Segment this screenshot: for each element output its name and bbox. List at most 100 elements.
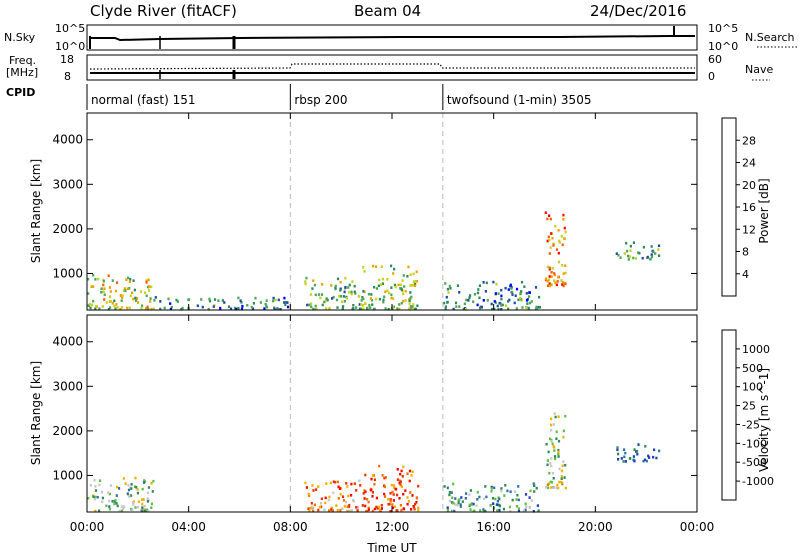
range-cell: [233, 306, 237, 310]
range-cell: [389, 492, 392, 495]
range-cell: [555, 437, 558, 440]
range-cell: [285, 301, 288, 304]
range-cell: [392, 297, 395, 300]
range-cell: [332, 295, 335, 299]
range-cell: [390, 264, 393, 268]
range-cell: [94, 485, 97, 488]
range-cell: [524, 493, 528, 496]
range-cell: [363, 497, 366, 500]
range-cell: [564, 414, 567, 418]
range-cell: [632, 241, 635, 244]
cpid-row: normal (fast) 151 rbsp 200 twofsound (1-mi…: [86, 84, 591, 110]
range-cell: [448, 499, 451, 503]
range-cell: [350, 494, 353, 497]
range-cell: [335, 504, 338, 507]
range-cell: [451, 496, 454, 500]
range-cell: [447, 291, 450, 294]
range-cell: [402, 465, 405, 469]
range-cell: [94, 307, 97, 310]
range-cell: [121, 306, 124, 309]
range-cell: [412, 505, 415, 508]
range-cell: [383, 485, 386, 489]
range-cell: [387, 497, 390, 501]
range-cell: [383, 476, 386, 480]
range-cell: [116, 485, 119, 489]
range-cell: [136, 297, 139, 300]
range-cell: [308, 303, 311, 307]
nsky-panel: N.Sky 10^5 10^0 10^5 10^0 N.Search: [4, 22, 797, 53]
cpid-label: CPID: [6, 86, 35, 99]
range-cell: [134, 296, 137, 300]
range-cell: [564, 230, 567, 234]
range-cell: [331, 297, 334, 300]
beam-title: Beam 04: [354, 2, 421, 20]
range-cell: [306, 303, 309, 307]
range-cell: [378, 508, 381, 512]
range-cell: [623, 455, 626, 459]
range-cell: [525, 505, 528, 508]
range-cell: [133, 288, 136, 292]
range-cell: [638, 251, 641, 255]
range-cell: [315, 307, 318, 311]
range-cell: [391, 306, 394, 309]
range-cell: [98, 483, 101, 487]
range-cell: [408, 299, 411, 302]
range-cell: [87, 292, 90, 295]
range-cell: [109, 290, 112, 293]
range-cell: [454, 497, 457, 500]
range-cell: [332, 480, 335, 483]
range-cell: [448, 284, 451, 288]
range-cell: [511, 498, 514, 502]
range-cell: [337, 497, 340, 500]
range-cell: [493, 307, 496, 311]
range-cell: [305, 486, 308, 489]
range-cell: [336, 480, 339, 484]
range-cell: [139, 290, 143, 293]
range-cell: [140, 498, 144, 501]
colorbar-tick-label: 100: [742, 381, 763, 394]
range-cell: [128, 495, 131, 498]
range-cell: [357, 294, 361, 298]
range-cell: [546, 239, 549, 243]
range-cell: [375, 287, 378, 290]
range-cell: [391, 503, 394, 506]
range-cell: [259, 301, 262, 304]
colorbar-tick-label: 16: [742, 201, 756, 214]
range-cell: [336, 509, 339, 512]
ytick-label: 3000: [52, 177, 83, 191]
range-cell: [657, 244, 661, 248]
range-cell: [527, 306, 530, 310]
range-cell: [417, 484, 420, 488]
range-cell: [528, 496, 531, 499]
range-cell: [550, 271, 553, 274]
range-cell: [130, 483, 133, 486]
range-cell: [454, 301, 458, 305]
range-cell: [415, 270, 418, 274]
range-cell: [634, 257, 638, 260]
range-cell: [482, 299, 485, 302]
range-cell: [148, 285, 151, 288]
range-cell: [653, 448, 656, 452]
range-cell: [325, 297, 328, 300]
range-cell: [462, 307, 465, 311]
range-cell: [555, 486, 558, 490]
range-cell: [635, 450, 639, 453]
range-cell: [364, 490, 367, 494]
range-cell: [444, 305, 447, 308]
range-cell: [624, 451, 627, 455]
range-cell: [560, 477, 563, 480]
range-cell: [98, 307, 101, 310]
range-cell: [417, 506, 420, 510]
range-cell: [366, 306, 369, 310]
range-cell: [121, 296, 124, 300]
range-cell: [102, 279, 105, 283]
xtick-label: 20:00: [578, 520, 613, 534]
range-cell: [616, 446, 619, 449]
range-cell: [555, 430, 558, 434]
range-cell: [397, 283, 400, 287]
range-cell: [146, 491, 150, 495]
colorbar-tick-label: 500: [742, 362, 763, 375]
range-cell: [366, 498, 369, 501]
range-cell: [546, 459, 549, 462]
range-cell: [325, 482, 328, 485]
